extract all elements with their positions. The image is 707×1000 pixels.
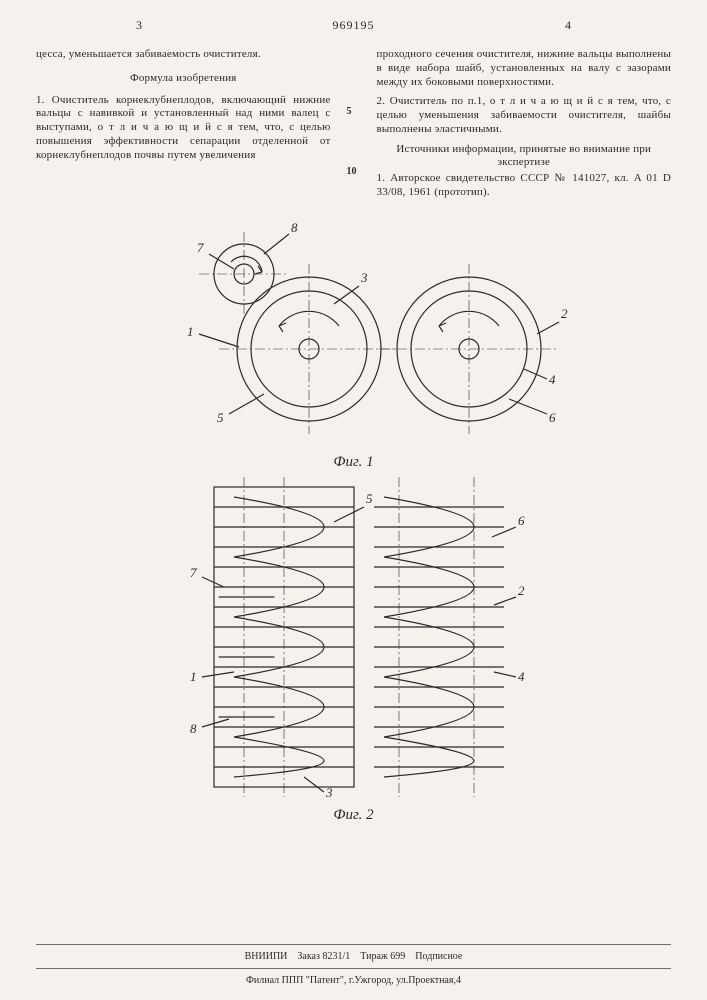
document-number: 969195 xyxy=(333,18,375,33)
fig2-label-8: 8 xyxy=(190,721,197,736)
figure-1: 7 8 1 3 5 2 4 6 xyxy=(139,214,569,444)
page-number-left: 3 xyxy=(136,18,142,33)
fig2-label-2: 2 xyxy=(518,583,525,598)
claim-1-continued: проходного сечения очистителя, нижние ва… xyxy=(377,48,672,89)
fig2-label-1: 1 xyxy=(190,669,197,684)
fig1-label-1: 1 xyxy=(187,324,194,339)
fig1-label-3: 3 xyxy=(360,270,368,285)
footer-org: ВНИИПИ xyxy=(245,951,288,962)
fig2-label-3: 3 xyxy=(325,785,333,797)
col1-fragment: цесса, уменьшается забиваемость очистите… xyxy=(36,48,331,62)
header: 3 969195 4 xyxy=(36,18,671,38)
footer-line-1: ВНИИПИ Заказ 8231/1 Тираж 699 Подписное xyxy=(36,951,671,962)
line-5: 5 xyxy=(347,106,352,117)
fig1-label-6: 6 xyxy=(549,410,556,425)
fig1-label-7: 7 xyxy=(197,240,204,255)
fig2-label-7: 7 xyxy=(190,565,197,580)
references-title: Источники информации, принятые во вниман… xyxy=(377,143,672,171)
page: 3 969195 4 цесса, уменьшается забиваемос… xyxy=(0,0,707,1000)
footer-sub: Подписное xyxy=(415,951,462,962)
fig2-label-6: 6 xyxy=(518,513,525,528)
right-column: проходного сечения очистителя, нижние ва… xyxy=(377,48,672,206)
figure-2: 7 1 8 5 3 6 2 4 xyxy=(174,477,534,797)
fig1-label-2: 2 xyxy=(561,306,568,321)
footer-tirazh: Тираж 699 xyxy=(360,951,405,962)
line-number-gutter: 5 10 xyxy=(347,48,361,206)
line-10: 10 xyxy=(347,166,357,177)
claim-2: 2. Очиститель по п.1, о т л и ч а ю щ и … xyxy=(377,95,672,136)
page-number-right: 4 xyxy=(565,18,571,33)
fig1-label-8: 8 xyxy=(291,220,298,235)
fig1-label-4: 4 xyxy=(549,372,556,387)
footer-line-2: Филиал ППП "Патент", г.Ужгород, ул.Проек… xyxy=(36,975,671,986)
reference-1: 1. Авторское свидетельство СССР № 141027… xyxy=(377,172,672,200)
fig2-label-5: 5 xyxy=(366,491,373,506)
fig2-label-4: 4 xyxy=(518,669,525,684)
figure-2-caption: Фиг. 2 xyxy=(36,807,671,824)
left-column: цесса, уменьшается забиваемость очистите… xyxy=(36,48,331,206)
footer: ВНИИПИ Заказ 8231/1 Тираж 699 Подписное … xyxy=(36,938,671,986)
figures-block: 7 8 1 3 5 2 4 6 Фиг. 1 xyxy=(36,214,671,824)
figure-1-caption: Фиг. 1 xyxy=(36,454,671,471)
fig1-label-5: 5 xyxy=(217,410,224,425)
text-columns: цесса, уменьшается забиваемость очистите… xyxy=(36,48,671,206)
claim-1: 1. Очиститель корнеклубнеплодов, включаю… xyxy=(36,94,331,163)
footer-order: Заказ 8231/1 xyxy=(297,951,350,962)
formula-title: Формула изобретения xyxy=(36,72,331,86)
